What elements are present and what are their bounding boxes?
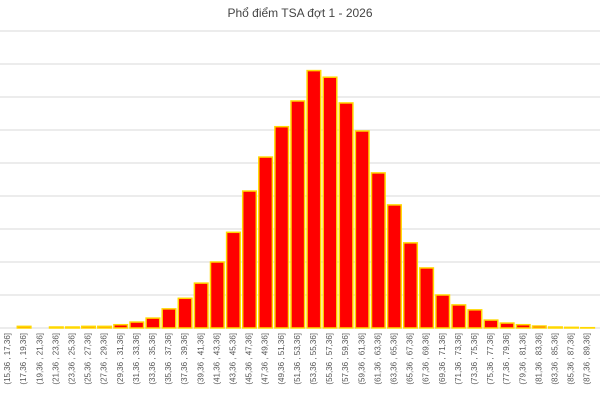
x-tick-label: (33,36 , 35,36]	[148, 333, 157, 385]
x-tick-label: (63,36 , 65,36]	[390, 333, 399, 385]
x-tick-label: (51,36 , 53,36]	[293, 333, 302, 385]
bar	[515, 323, 531, 329]
x-tick-label: (87,36 , 89,36]	[583, 333, 592, 385]
x-tick-label: (61,36 , 63,36]	[373, 333, 382, 385]
bar	[402, 242, 419, 329]
bar	[322, 76, 338, 329]
x-tick-label: (15,36 , 17,36]	[3, 333, 12, 385]
bar	[563, 326, 580, 329]
bar	[97, 325, 113, 329]
bar	[48, 326, 64, 329]
bar	[241, 190, 258, 329]
x-tick-label: (79,36 , 81,36]	[518, 333, 527, 385]
x-tick-label: (59,36 , 61,36]	[357, 333, 366, 385]
x-tick-label: (83,36 , 85,36]	[551, 333, 560, 385]
bar	[80, 325, 97, 329]
bar	[290, 100, 306, 329]
bar	[145, 317, 161, 329]
bar	[193, 282, 209, 329]
x-tick-label: (39,36 , 41,36]	[196, 333, 205, 385]
bar	[499, 322, 515, 329]
bar	[209, 261, 225, 329]
x-tick-label: (55,36 , 57,36]	[325, 333, 334, 385]
bar	[161, 308, 177, 329]
bar	[258, 156, 274, 329]
x-tick-label: (19,36 , 21,36]	[35, 333, 44, 385]
x-tick-label: (45,36 , 47,36]	[245, 333, 254, 385]
x-tick-label: (77,36 , 79,36]	[502, 333, 511, 385]
x-tick-label: (81,36 , 83,36]	[534, 333, 543, 385]
bar	[483, 319, 499, 329]
x-tick-label: (35,36 , 37,36]	[164, 333, 173, 385]
bar	[370, 172, 386, 329]
x-tick-label: (53,36 , 55,36]	[309, 333, 318, 385]
x-tick-label: (37,36 , 39,36]	[180, 333, 189, 385]
x-tick-label: (21,36 , 23,36]	[51, 333, 60, 385]
bar	[16, 325, 32, 329]
bar	[113, 323, 129, 329]
x-tick-label: (65,36 , 67,36]	[406, 333, 415, 385]
x-tick-label: (29,36 , 31,36]	[116, 333, 125, 385]
x-tick-label: (23,36 , 25,36]	[68, 333, 77, 385]
bar	[435, 294, 451, 329]
bar	[338, 102, 354, 329]
x-tick-label: (85,36 , 87,36]	[567, 333, 576, 385]
bar	[386, 204, 402, 329]
bar	[306, 69, 322, 329]
x-tick-label: (75,36 , 77,36]	[486, 333, 495, 385]
bar	[225, 231, 241, 329]
chart-title: Phổ điểm TSA đợt 1 - 2026	[227, 6, 372, 20]
bar	[547, 326, 563, 329]
bar	[467, 309, 483, 329]
bar	[177, 297, 193, 329]
x-tick-label: (73,36 , 75,36]	[470, 333, 479, 385]
bar	[354, 130, 370, 329]
bar	[531, 325, 547, 329]
x-tick-label: (57,36 , 59,36]	[341, 333, 350, 385]
x-tick-label: (31,36 , 33,36]	[132, 333, 141, 385]
x-tick-label: (67,36 , 69,36]	[422, 333, 431, 385]
x-tick-label: (27,36 , 29,36]	[100, 333, 109, 385]
bar	[64, 326, 80, 329]
x-tick-label: (71,36 , 73,36]	[454, 333, 463, 385]
bar	[451, 304, 467, 329]
x-tick-label: (47,36 , 49,36]	[261, 333, 270, 385]
bar	[129, 321, 145, 329]
x-tick-label: (25,36 , 27,36]	[84, 333, 93, 385]
x-tick-label: (41,36 , 43,36]	[212, 333, 221, 385]
x-tick-label: (17,36 , 19,36]	[19, 333, 28, 385]
bar	[274, 125, 290, 329]
x-tick-label: (43,36 , 45,36]	[229, 333, 238, 385]
x-tick-label: (69,36 , 71,36]	[438, 333, 447, 385]
bar	[419, 267, 435, 329]
x-tick-label: (49,36 , 51,36]	[277, 333, 286, 385]
